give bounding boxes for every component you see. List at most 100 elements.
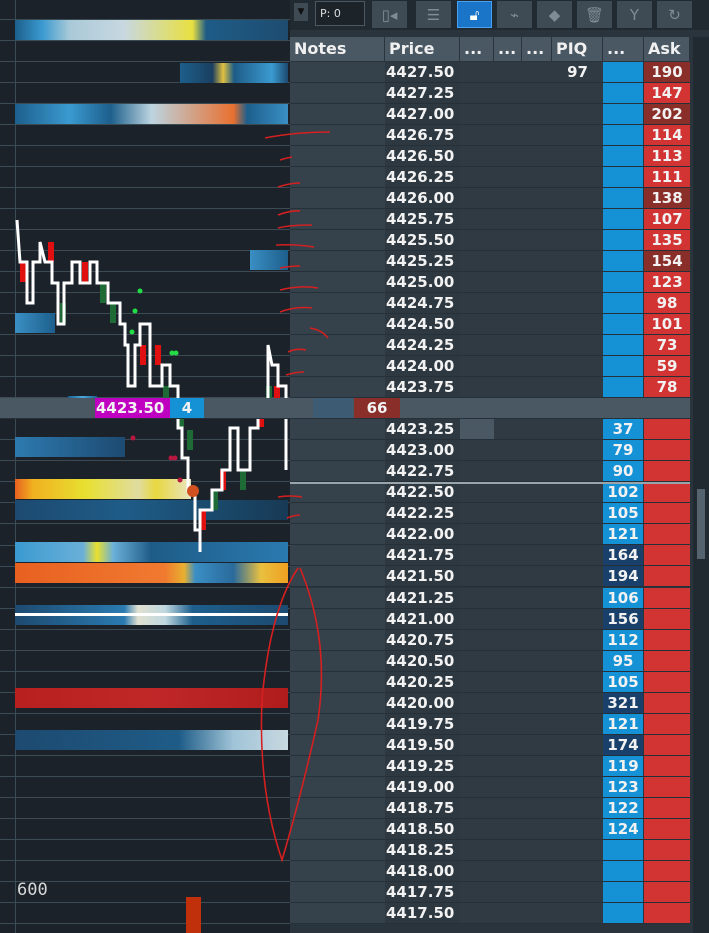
column-cell[interactable] — [494, 734, 522, 755]
ladder-row[interactable]: 4417.50 — [290, 902, 690, 924]
working-orders-cell[interactable] — [460, 314, 494, 335]
piq-cell[interactable] — [552, 482, 603, 503]
piq-cell[interactable]: 97 — [552, 62, 603, 82]
ask-cell[interactable] — [644, 461, 690, 482]
column-cell[interactable] — [522, 629, 552, 650]
working-orders-cell[interactable]: 4 — [170, 398, 204, 419]
column-cell[interactable] — [522, 881, 552, 902]
working-orders-cell[interactable] — [460, 251, 494, 272]
working-orders-cell[interactable] — [460, 650, 494, 671]
ladder-row[interactable]: 4426.75 114 — [290, 125, 690, 147]
ask-cell[interactable] — [644, 482, 690, 503]
ask-cell[interactable]: 135 — [644, 230, 690, 251]
column-cell[interactable] — [494, 482, 522, 503]
working-orders-cell[interactable] — [460, 671, 494, 692]
column-cell[interactable] — [522, 230, 552, 251]
piq-cell[interactable] — [552, 860, 603, 881]
ask-cell[interactable]: 138 — [644, 188, 690, 209]
column-cell[interactable] — [522, 860, 552, 881]
ladder-row[interactable]: 4424.00 59 — [290, 356, 690, 378]
working-orders-cell[interactable] — [460, 902, 494, 923]
column-cell[interactable] — [494, 104, 522, 125]
ladder-row[interactable]: 4423.25 37 — [290, 419, 690, 441]
scrollbar[interactable] — [693, 37, 709, 933]
notes-cell[interactable] — [290, 209, 385, 230]
ladder-row[interactable]: 4419.75 121 — [290, 713, 690, 735]
piq-cell[interactable] — [552, 902, 603, 923]
notes-cell[interactable] — [290, 335, 385, 356]
piq-cell[interactable] — [552, 608, 603, 629]
notes-cell[interactable] — [290, 104, 385, 125]
ask-cell[interactable] — [644, 587, 690, 608]
bid-cell[interactable] — [603, 860, 643, 881]
column-header[interactable]: ... — [460, 37, 494, 61]
column-cell[interactable] — [522, 755, 552, 776]
ask-cell[interactable] — [644, 650, 690, 671]
column-cell[interactable] — [494, 755, 522, 776]
price-cell[interactable]: 4426.25 — [385, 167, 460, 188]
notes-cell[interactable] — [290, 755, 385, 776]
column-cell[interactable] — [522, 776, 552, 797]
working-orders-cell[interactable] — [460, 62, 494, 82]
column-cell[interactable] — [494, 356, 522, 377]
notes-cell[interactable] — [290, 566, 385, 587]
ask-cell[interactable] — [644, 860, 690, 881]
piq-cell[interactable] — [552, 755, 603, 776]
price-cell[interactable]: 4426.50 — [385, 146, 460, 167]
price-cell[interactable]: 4423.25 — [385, 419, 460, 440]
piq-cell[interactable] — [552, 146, 603, 167]
column-header[interactable]: Notes — [290, 37, 385, 61]
piq-cell[interactable] — [552, 209, 603, 230]
notes-cell[interactable] — [290, 419, 385, 440]
column-cell[interactable] — [494, 671, 522, 692]
bid-cell[interactable] — [603, 146, 643, 167]
piq-cell[interactable] — [552, 818, 603, 839]
bid-cell[interactable]: 95 — [603, 650, 643, 671]
notes-cell[interactable] — [290, 902, 385, 923]
bid-cell[interactable]: 105 — [603, 503, 643, 524]
column-cell[interactable] — [494, 881, 522, 902]
ladder-row[interactable]: 4420.00 321 — [290, 692, 690, 714]
column-cell[interactable] — [494, 524, 522, 545]
column-cell[interactable] — [522, 524, 552, 545]
ask-cell[interactable]: 190 — [644, 62, 690, 82]
price-cell[interactable]: 4419.00 — [385, 776, 460, 797]
ask-cell[interactable]: 111 — [644, 167, 690, 188]
ladder-row[interactable]: 4425.75 107 — [290, 209, 690, 231]
column-cell[interactable] — [522, 377, 552, 398]
column-cell[interactable] — [522, 209, 552, 230]
broom-icon[interactable]: ⌁ — [497, 1, 532, 28]
working-orders-cell[interactable] — [460, 461, 494, 482]
notes-cell[interactable] — [290, 293, 385, 314]
notes-cell[interactable] — [290, 734, 385, 755]
column-cell[interactable] — [522, 125, 552, 146]
column-cell[interactable] — [494, 650, 522, 671]
bid-cell[interactable] — [603, 209, 643, 230]
piq-cell[interactable] — [552, 461, 603, 482]
column-cell[interactable] — [522, 734, 552, 755]
working-orders-cell[interactable] — [460, 440, 494, 461]
ask-cell[interactable]: 154 — [644, 251, 690, 272]
notes-cell[interactable] — [290, 671, 385, 692]
working-orders-cell[interactable] — [460, 83, 494, 104]
notes-cell[interactable] — [290, 692, 385, 713]
column-cell[interactable] — [522, 818, 552, 839]
column-cell[interactable] — [494, 209, 522, 230]
ask-cell[interactable]: 123 — [644, 272, 690, 293]
ladder-row[interactable]: 4425.00 123 — [290, 272, 690, 294]
column-cell[interactable] — [522, 608, 552, 629]
price-cell[interactable]: 4426.00 — [385, 188, 460, 209]
scrollbar-thumb[interactable] — [697, 489, 705, 559]
ladder-row[interactable]: 4422.00 121 — [290, 524, 690, 546]
column-cell[interactable] — [494, 230, 522, 251]
column-cell[interactable] — [522, 356, 552, 377]
ladder-row[interactable]: 4422.75 90 — [290, 461, 690, 483]
bid-cell[interactable] — [603, 902, 643, 923]
ladder-row[interactable]: 4417.75 — [290, 881, 690, 903]
bid-cell[interactable]: 121 — [603, 713, 643, 734]
ladder-row[interactable]: 4420.50 95 — [290, 650, 690, 672]
notes-cell[interactable] — [290, 482, 385, 503]
price-cell[interactable]: 4421.25 — [385, 587, 460, 608]
price-cell[interactable]: 4422.25 — [385, 503, 460, 524]
column-cell[interactable] — [522, 314, 552, 335]
